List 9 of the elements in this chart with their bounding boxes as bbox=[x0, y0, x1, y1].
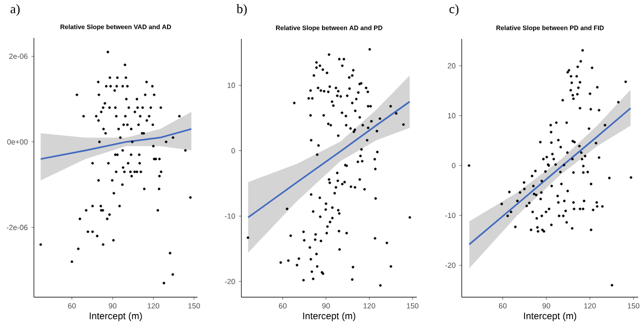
line-series bbox=[468, 107, 632, 245]
text: a) bbox=[10, 4, 20, 16]
text: c) bbox=[449, 4, 458, 16]
text: b) bbox=[236, 4, 247, 16]
line-series bbox=[40, 128, 192, 160]
x-axis-title: Intercept (m) bbox=[303, 312, 356, 321]
x-axis-title: Intercept (m) bbox=[524, 312, 576, 321]
line-series bbox=[247, 100, 410, 218]
x-axis-title: Intercept (m) bbox=[90, 312, 142, 321]
